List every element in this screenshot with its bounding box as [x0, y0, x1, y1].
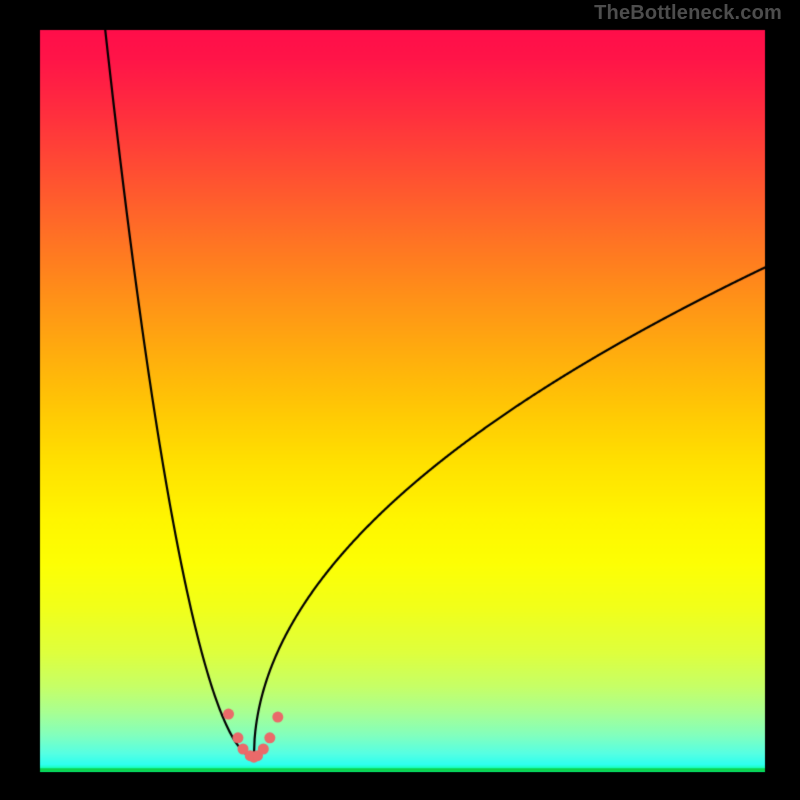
watermark-text: TheBottleneck.com: [594, 2, 782, 25]
bottleneck-curve-chart: [0, 0, 800, 800]
